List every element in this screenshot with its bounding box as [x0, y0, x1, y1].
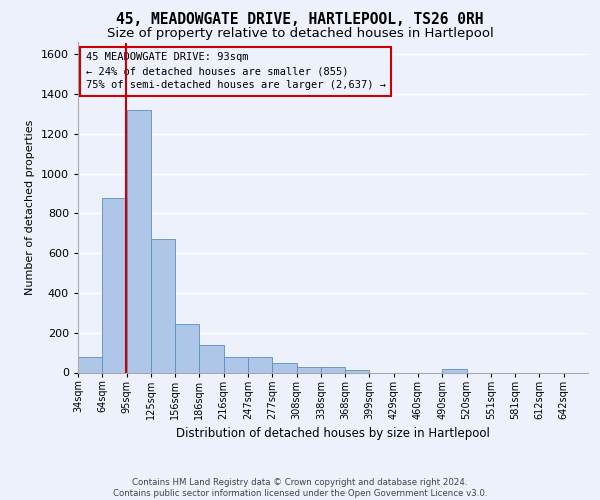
Bar: [296, 367, 321, 372]
Bar: [345, 370, 370, 372]
Bar: [151, 240, 175, 372]
Bar: [224, 356, 248, 372]
Bar: [199, 344, 224, 372]
Bar: [248, 356, 272, 372]
Bar: [78, 356, 102, 372]
Bar: [442, 368, 467, 372]
Bar: [127, 110, 151, 372]
Text: Size of property relative to detached houses in Hartlepool: Size of property relative to detached ho…: [107, 28, 493, 40]
Bar: [321, 367, 345, 372]
Text: Contains HM Land Registry data © Crown copyright and database right 2024.
Contai: Contains HM Land Registry data © Crown c…: [113, 478, 487, 498]
Text: 45 MEADOWGATE DRIVE: 93sqm
← 24% of detached houses are smaller (855)
75% of sem: 45 MEADOWGATE DRIVE: 93sqm ← 24% of deta…: [86, 52, 386, 90]
Y-axis label: Number of detached properties: Number of detached properties: [25, 120, 35, 295]
X-axis label: Distribution of detached houses by size in Hartlepool: Distribution of detached houses by size …: [176, 428, 490, 440]
Text: 45, MEADOWGATE DRIVE, HARTLEPOOL, TS26 0RH: 45, MEADOWGATE DRIVE, HARTLEPOOL, TS26 0…: [116, 12, 484, 28]
Bar: [272, 363, 296, 372]
Bar: [175, 324, 199, 372]
Bar: [102, 198, 127, 372]
